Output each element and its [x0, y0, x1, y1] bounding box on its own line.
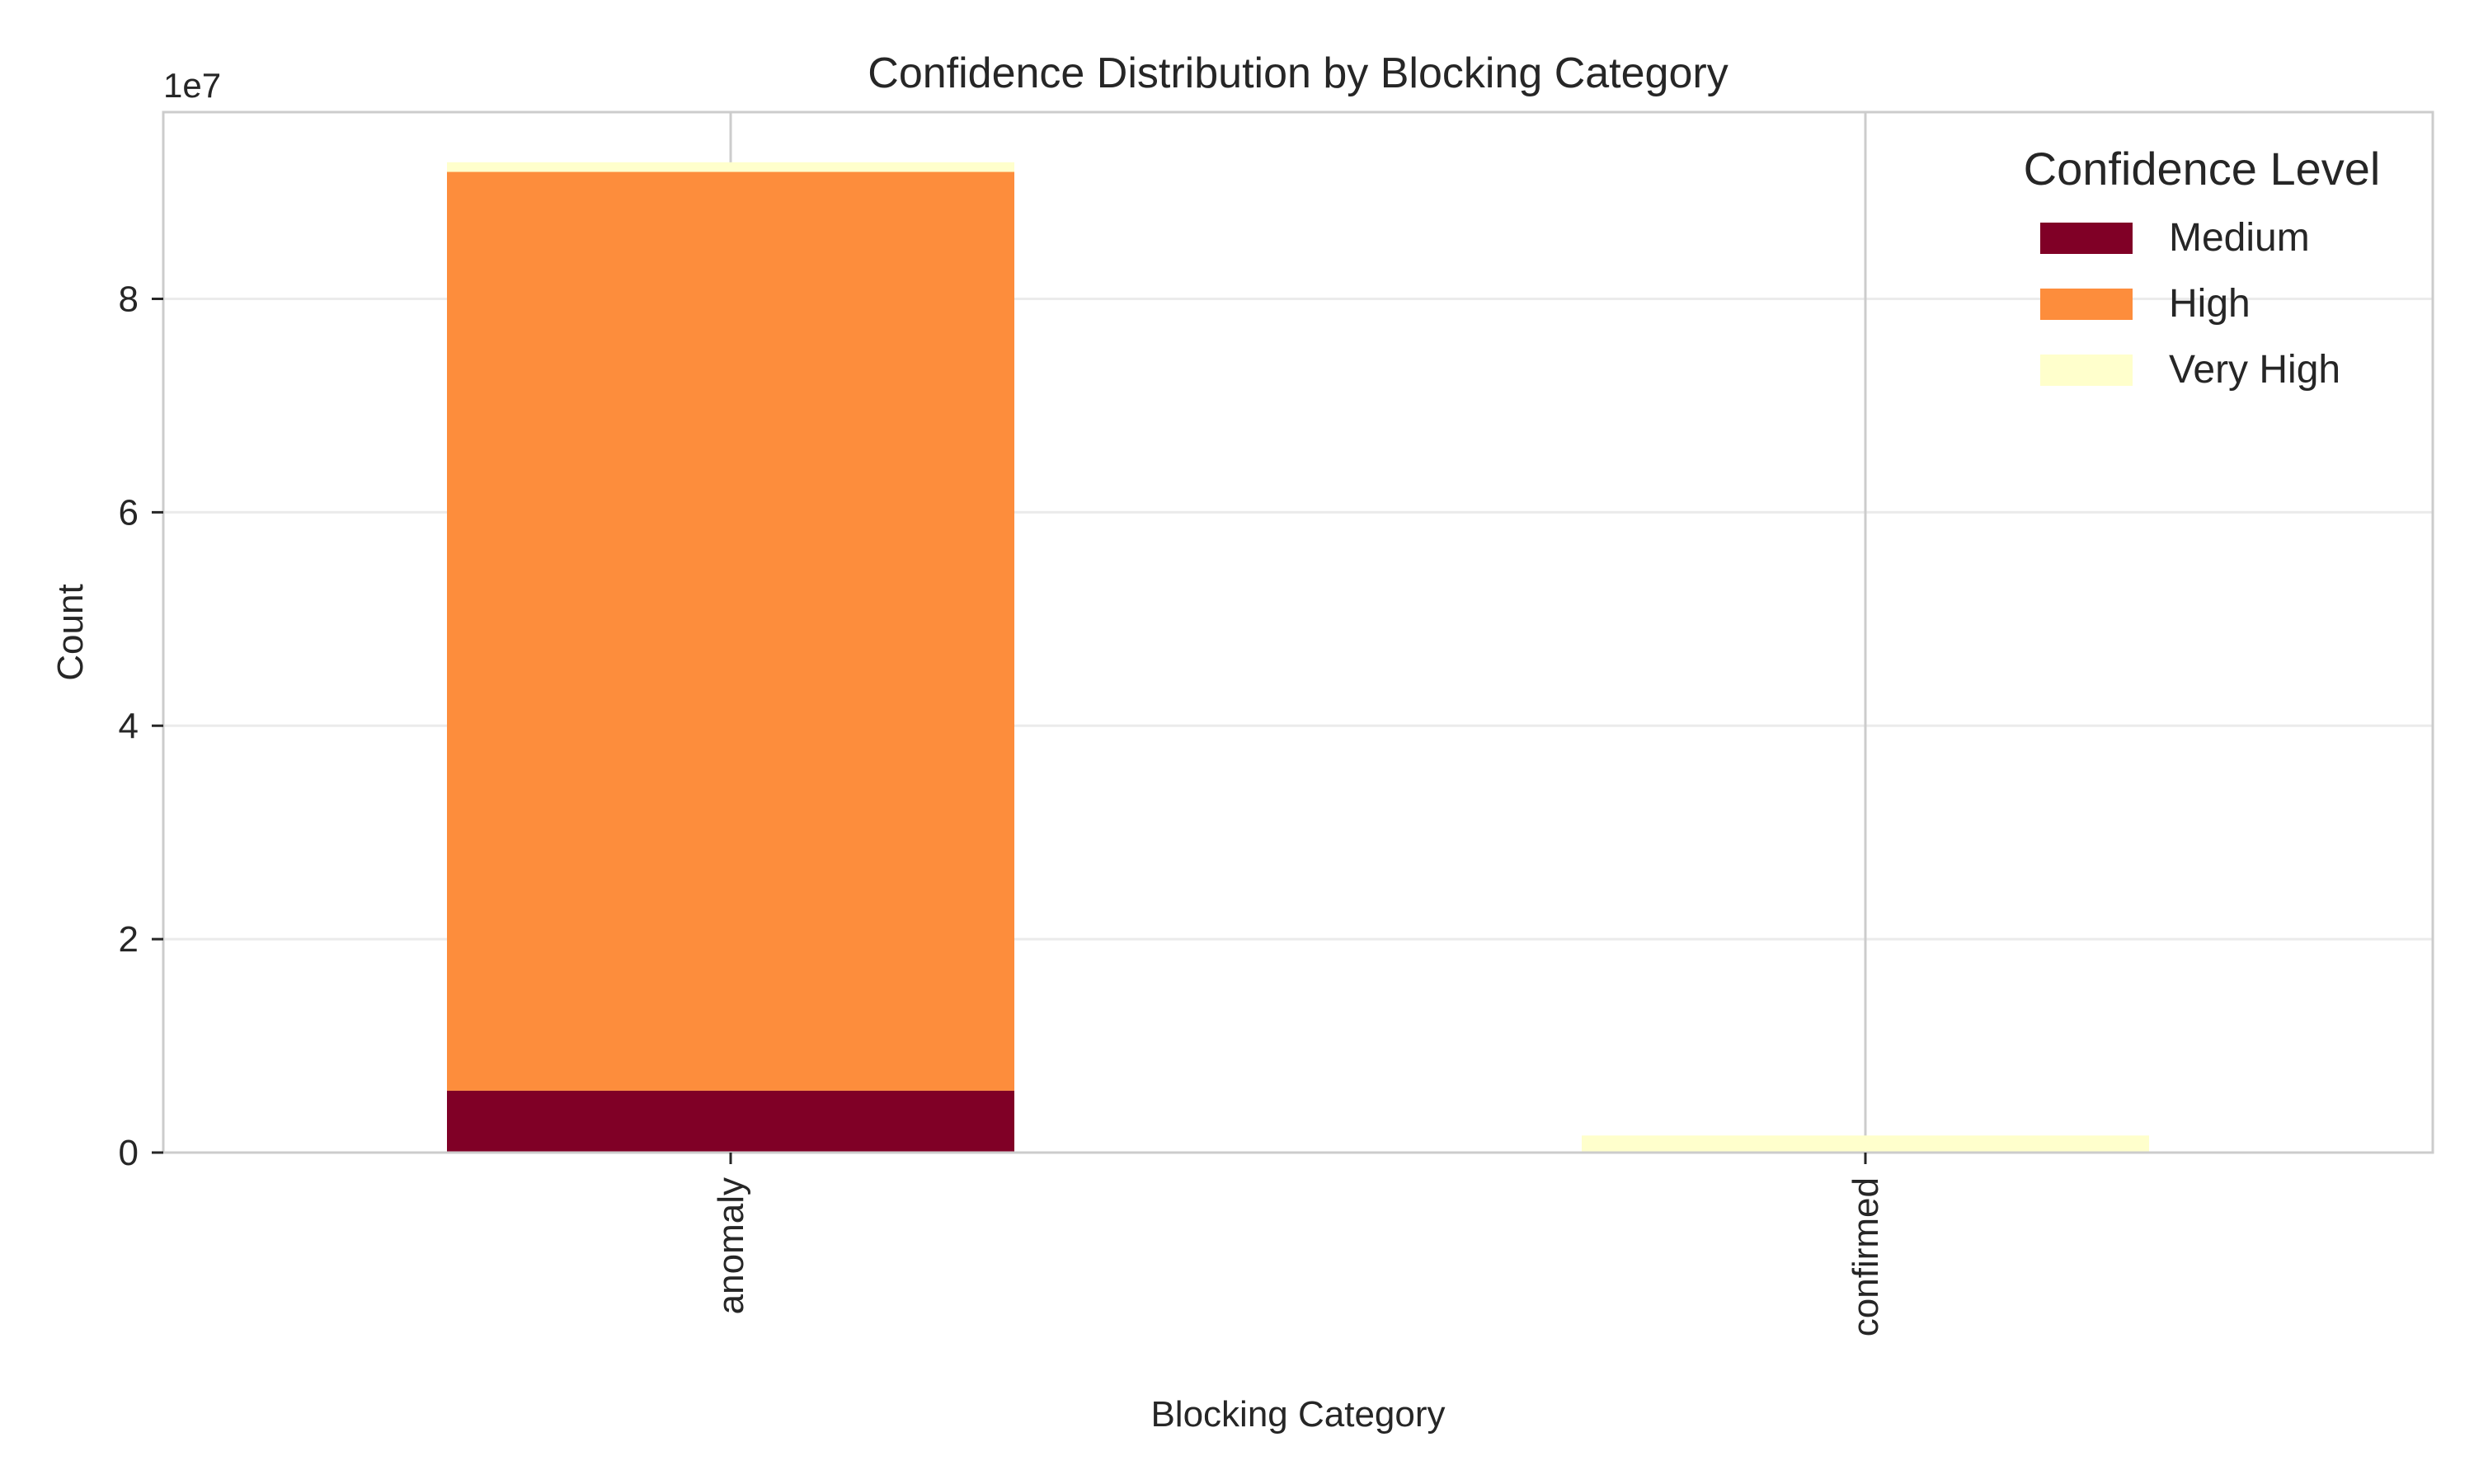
- y-axis-label: Count: [50, 584, 91, 680]
- legend: Confidence Level Medium High Very High: [2024, 143, 2381, 392]
- legend-items: Medium High Very High: [2040, 216, 2340, 392]
- ticks-layer: 0 2 4 6 8 anomaly confirmed: [119, 279, 1886, 1337]
- legend-swatch: [2040, 355, 2133, 386]
- x-tick-label: anomaly: [711, 1177, 751, 1314]
- y-tick-label: 4: [119, 706, 139, 746]
- legend-label: Medium: [2169, 216, 2310, 260]
- bar-segment: [447, 162, 1014, 172]
- chart-title: Confidence Distribution by Blocking Cate…: [868, 49, 1728, 97]
- legend-swatch: [2040, 223, 2133, 254]
- bar-segment: [447, 171, 1014, 1091]
- legend-swatch: [2040, 289, 2133, 320]
- x-tick-label: confirmed: [1846, 1177, 1886, 1336]
- legend-title: Confidence Level: [2024, 143, 2381, 195]
- y-tick-label: 8: [119, 279, 139, 320]
- y-scale-label: 1e7: [163, 66, 221, 105]
- y-tick-label: 0: [119, 1133, 139, 1173]
- legend-label: Very High: [2169, 348, 2340, 392]
- y-tick-label: 2: [119, 919, 139, 960]
- bar-segment: [447, 1090, 1014, 1153]
- y-tick-label: 6: [119, 492, 139, 533]
- plot-frame: [162, 110, 2434, 1154]
- legend-label: High: [2169, 282, 2251, 326]
- bar-segment: [1582, 1135, 2149, 1153]
- x-axis-label: Blocking Category: [1150, 1394, 1445, 1435]
- bars-layer: [447, 162, 2149, 1153]
